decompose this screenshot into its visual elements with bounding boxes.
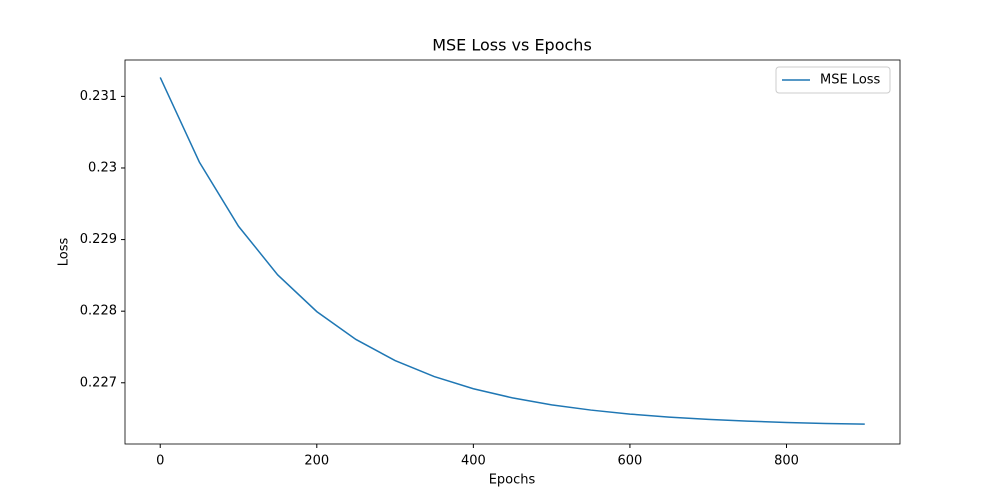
y-tick-label: 0.227 <box>80 375 117 390</box>
x-axis-label: Epochs <box>489 473 536 488</box>
x-tick-label: 200 <box>304 454 329 469</box>
plot-frame <box>124 59 901 445</box>
y-tick-label: 0.228 <box>80 304 117 319</box>
x-tick-label: 800 <box>774 454 799 469</box>
x-tick-label: 400 <box>461 454 486 469</box>
x-tick-label: 0 <box>156 454 164 469</box>
line <box>159 77 865 425</box>
y-axis-label: Loss <box>57 238 72 267</box>
legend-box <box>775 66 891 94</box>
y-tick-label: 0.23 <box>88 160 117 175</box>
chart-title: MSE Loss vs Epochs <box>432 36 592 55</box>
y-tick-label: 0.231 <box>80 89 117 104</box>
y-tick-label: 0.229 <box>80 232 117 247</box>
x-tick-label: 600 <box>618 454 643 469</box>
legend-label: MSE Loss <box>820 73 881 88</box>
